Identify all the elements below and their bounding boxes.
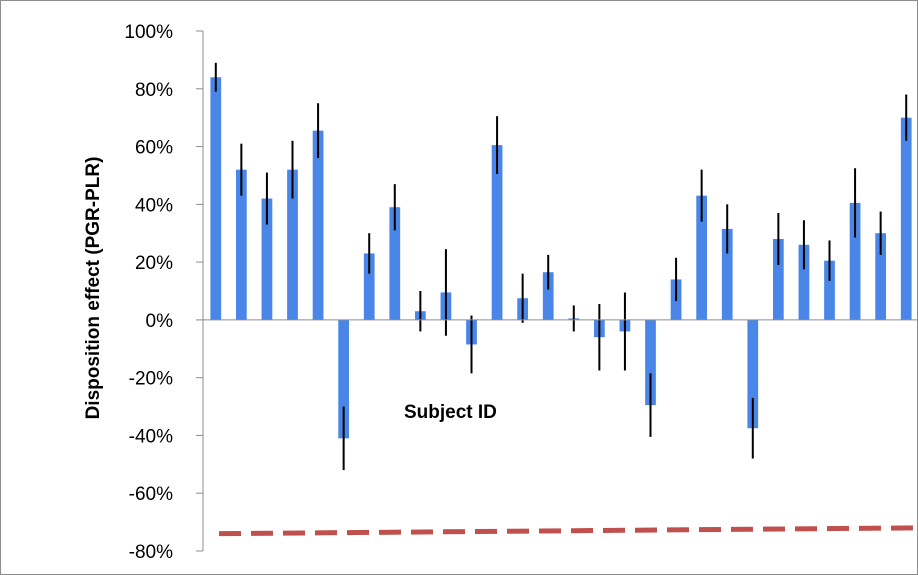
y-tick-label: 0% — [146, 311, 174, 332]
y-axis-title: Disposition effect (PGR-PLR) — [83, 157, 104, 420]
bar — [389, 207, 401, 320]
y-tick-label: -80% — [129, 542, 173, 563]
bar — [824, 260, 835, 320]
y-tick-label: 100% — [124, 22, 173, 43]
bar — [235, 169, 247, 320]
bar — [747, 319, 759, 429]
error-bars — [214, 62, 908, 471]
bar — [542, 272, 554, 320]
y-tick-label: -20% — [129, 369, 173, 390]
y-tick-label: 20% — [135, 253, 173, 274]
bar — [772, 239, 784, 320]
y-tick-label: 40% — [135, 195, 173, 216]
y-axis: -80% -60% -40% -20% 0% 20% 40% 60% 80% 100% — [124, 22, 204, 563]
bar — [312, 130, 324, 320]
bar — [798, 244, 810, 320]
reference-line — [218, 525, 914, 537]
bar — [491, 145, 503, 320]
bar-series — [210, 77, 912, 439]
subject-id-annotation: Subject ID — [404, 402, 497, 423]
bar — [338, 319, 350, 439]
y-tick-label: 60% — [135, 138, 173, 159]
y-tick-label: -40% — [129, 426, 173, 447]
bar — [645, 319, 656, 406]
bar — [287, 169, 298, 320]
bar — [721, 228, 733, 320]
bar — [900, 117, 912, 320]
bar — [849, 202, 861, 320]
bar — [210, 77, 222, 320]
bar — [875, 233, 887, 320]
bar — [696, 195, 708, 320]
y-tick-label: 80% — [135, 80, 173, 101]
bar — [363, 253, 375, 320]
bar — [261, 198, 273, 320]
y-tick-label: -60% — [129, 484, 173, 505]
